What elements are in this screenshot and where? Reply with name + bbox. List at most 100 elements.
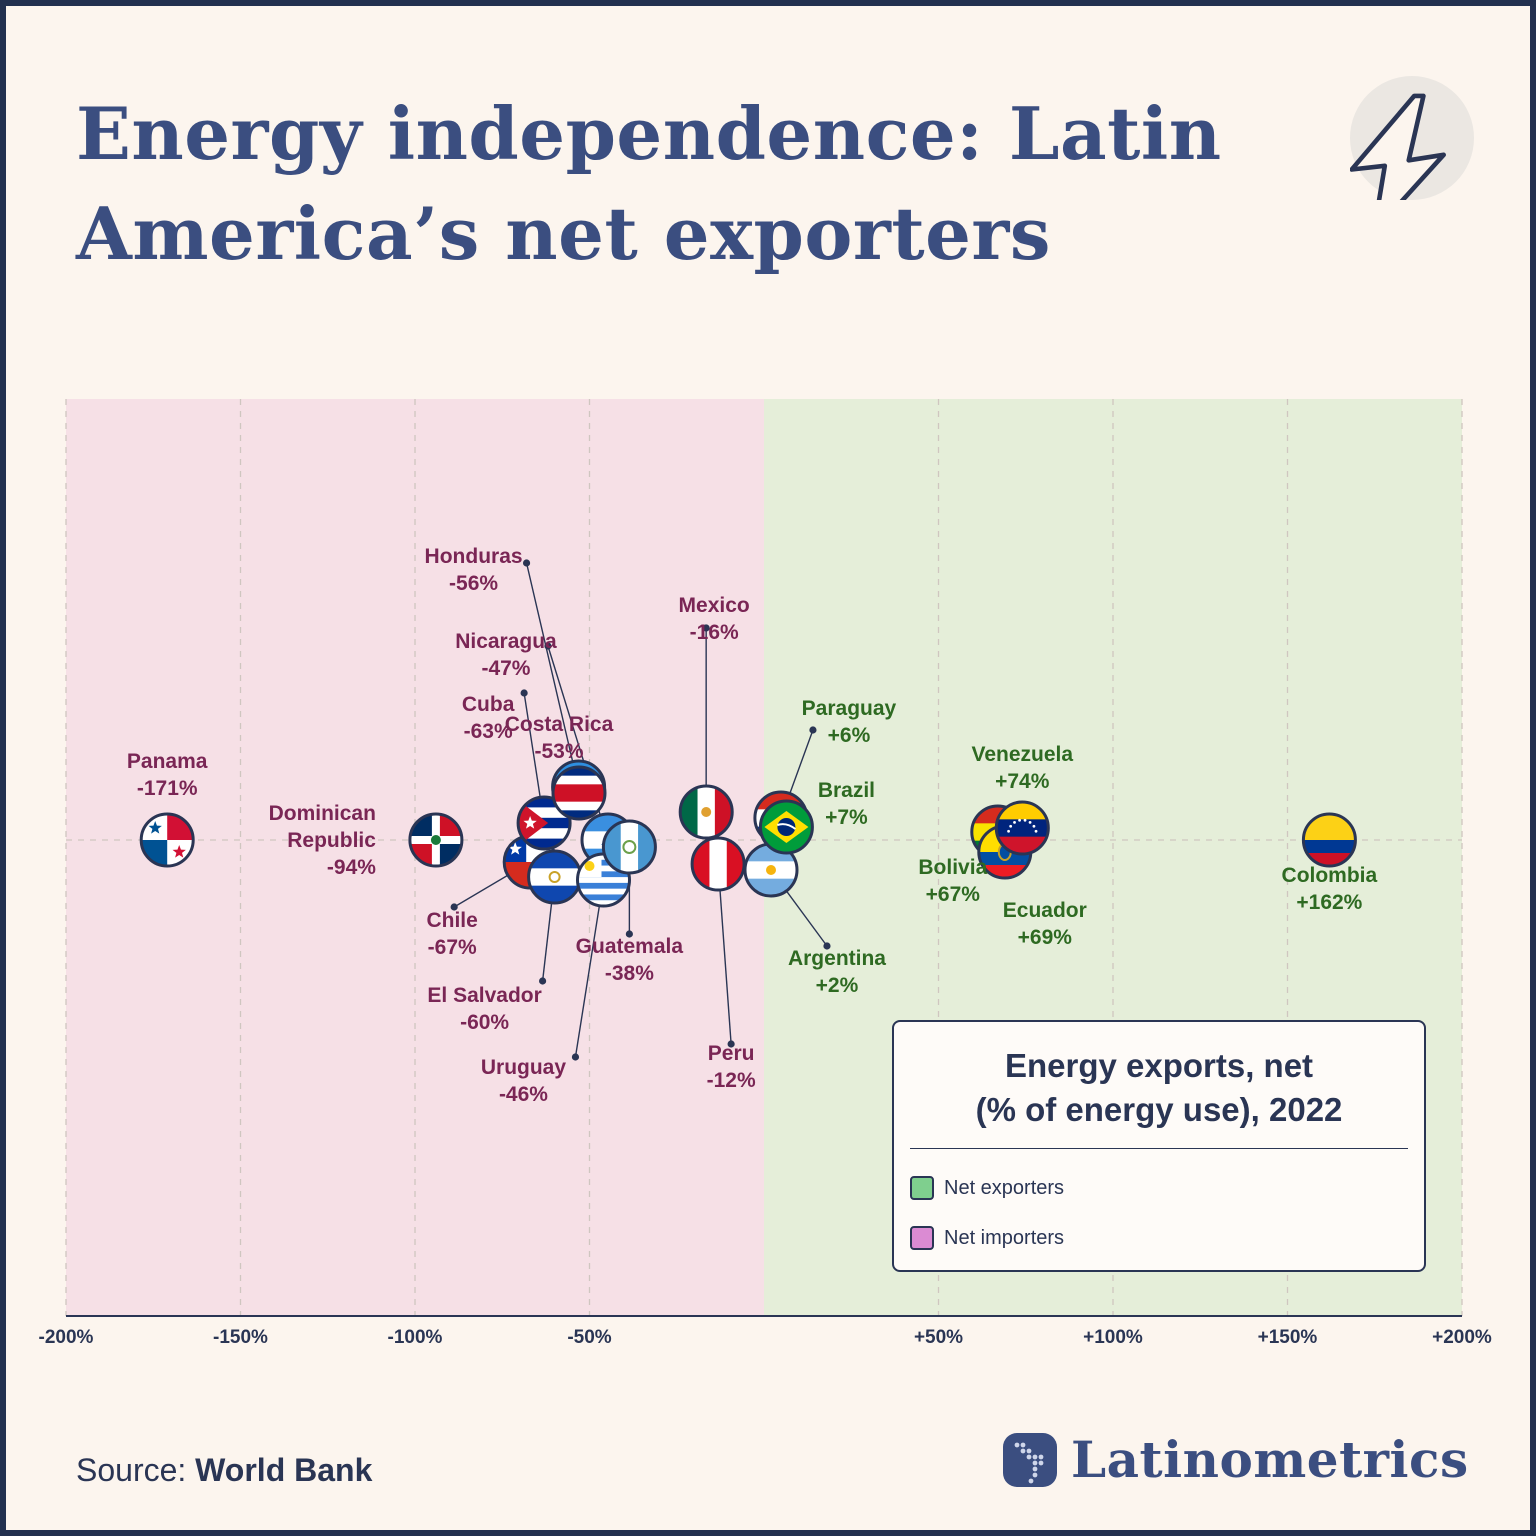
value-label: -12% [707,1069,756,1092]
x-tick-label: -100% [388,1327,443,1348]
x-tick-label: +50% [914,1327,963,1348]
leader-dot-el-salvador [539,977,547,985]
legend-item-net-importers: Net importers [910,1226,1064,1250]
lightning-bolt-badge [1349,76,1474,235]
country-name: Venezuela [971,743,1073,766]
value-label: -38% [605,962,654,985]
flag-marker-brazil [758,799,814,855]
legend-item-net-exporters: Net exporters [910,1176,1064,1200]
leader-dot-guatemala [625,930,633,938]
leader-dot-paraguay [809,726,817,734]
country-name: Paraguay [802,697,897,720]
legend-box: Energy exports, net (% of energy use), 2… [892,1020,1426,1272]
value-label: +7% [825,806,868,829]
flag-marker-mexico [678,784,734,840]
data-label-honduras: Honduras -56% [425,545,523,595]
country-name: Brazil [818,779,875,802]
flag-marker-dominican-republic [408,812,464,868]
value-label: +6% [828,724,871,747]
x-tick-label: -50% [567,1327,611,1348]
value-label: -53% [535,740,584,763]
infographic-frame: Energy independence: Latin America’s net… [6,6,1530,1530]
country-name-line-2: Republic [287,829,376,852]
value-label: +67% [926,883,981,906]
leader-dot-uruguay [571,1053,580,1061]
net-importers-swatch [910,1226,934,1250]
flag-marker-colombia [1301,812,1357,868]
net-exporters-swatch [910,1176,934,1200]
leader-dot-cuba [520,689,528,697]
country-name: Mexico [679,594,750,617]
country-name: Chile [426,909,477,932]
brand-name: Latinometrics [1071,1430,1469,1489]
value-label: -94% [327,856,376,879]
data-label-costa-rica: Costa Rica -53% [505,713,614,763]
country-name: El Salvador [427,984,541,1007]
brand-logo: Latinometrics [1001,1430,1469,1489]
legend-title-line-2: (% of energy use), 2022 [975,1091,1343,1128]
flag-marker-cuba [516,795,572,851]
value-label: -46% [499,1083,548,1106]
flag-marker-argentina [743,842,799,898]
x-tick-label: -200% [39,1327,94,1348]
country-name: Argentina [788,947,886,970]
data-label-peru: Peru -12% [707,1042,756,1092]
leader-dot-honduras [522,559,531,567]
value-label: -60% [460,1011,509,1034]
latin-america-dot-map-icon [1003,1432,1057,1487]
data-label-paraguay: Paraguay +6% [802,697,897,747]
country-name: Dominican [269,802,376,825]
leader-line-uruguay [574,879,605,1058]
value-label: +162% [1296,891,1362,914]
data-label-bolivia: Bolivia +67% [918,856,987,906]
source-note: Source: World Bank [76,1452,372,1489]
leader-line-honduras [525,562,580,788]
value-label: +74% [995,770,1050,793]
scatter-chart: -200% -150% -100% -50% +50% +100% +150% +200% Pa… [39,399,1492,1348]
data-label-chile: Chile -67% [426,909,477,959]
country-name: Honduras [425,545,523,568]
data-label-colombia: Colombia +162% [1282,864,1378,914]
flag-marker-el-salvador [527,849,583,905]
data-label-brazil: Brazil +7% [818,779,875,829]
legend-divider [910,1148,1408,1149]
value-label: -47% [481,657,530,680]
x-tick-label: +150% [1258,1327,1318,1348]
country-name: Costa Rica [505,713,614,736]
leader-dot-peru [727,1040,735,1048]
value-label: +69% [1018,926,1073,949]
source-prefix: Source: [76,1452,187,1488]
x-tick-label: +200% [1432,1327,1492,1348]
data-label-mexico: Mexico -16% [679,594,750,644]
flag-marker-costa-rica [551,765,607,821]
data-label-nicaragua: Nicaragua -47% [455,630,557,680]
legend-title: Energy exports, net (% of energy use), 2… [894,1044,1424,1132]
country-name: Peru [708,1042,755,1065]
value-label: -56% [449,572,498,595]
data-label-venezuela: Venezuela +74% [971,743,1073,793]
data-label-uruguay: Uruguay -46% [481,1056,567,1106]
flag-marker-guatemala [601,819,657,875]
data-label-guatemala: Guatemala -38% [576,935,684,985]
flag-marker-venezuela [994,800,1050,856]
data-label-cuba: Cuba -63% [462,693,515,743]
x-tick-label: -150% [213,1327,268,1348]
country-name: Nicaragua [455,630,557,653]
value-label: +2% [816,974,859,997]
x-tick-label: +100% [1083,1327,1143,1348]
flag-marker-panama [139,812,195,868]
leader-line-peru [717,863,732,1045]
data-label-el-salvador: El Salvador -60% [427,984,541,1034]
flag-marker-uruguay [576,852,631,908]
country-name: Cuba [462,693,515,716]
value-label: -63% [464,720,513,743]
leader-dot-mexico [702,624,710,632]
data-label-ecuador: Ecuador +69% [1003,899,1087,949]
data-labels: Panama -171% Dominican Republic -94% Chile -67… [127,545,1378,1106]
country-name: Guatemala [576,935,684,958]
data-label-panama: Panama -171% [127,750,208,800]
legend-title-line-1: Energy exports, net [1004,1047,1314,1084]
value-label: -67% [428,936,477,959]
leader-dot-argentina [823,942,831,950]
leader-dot-chile [450,903,458,911]
